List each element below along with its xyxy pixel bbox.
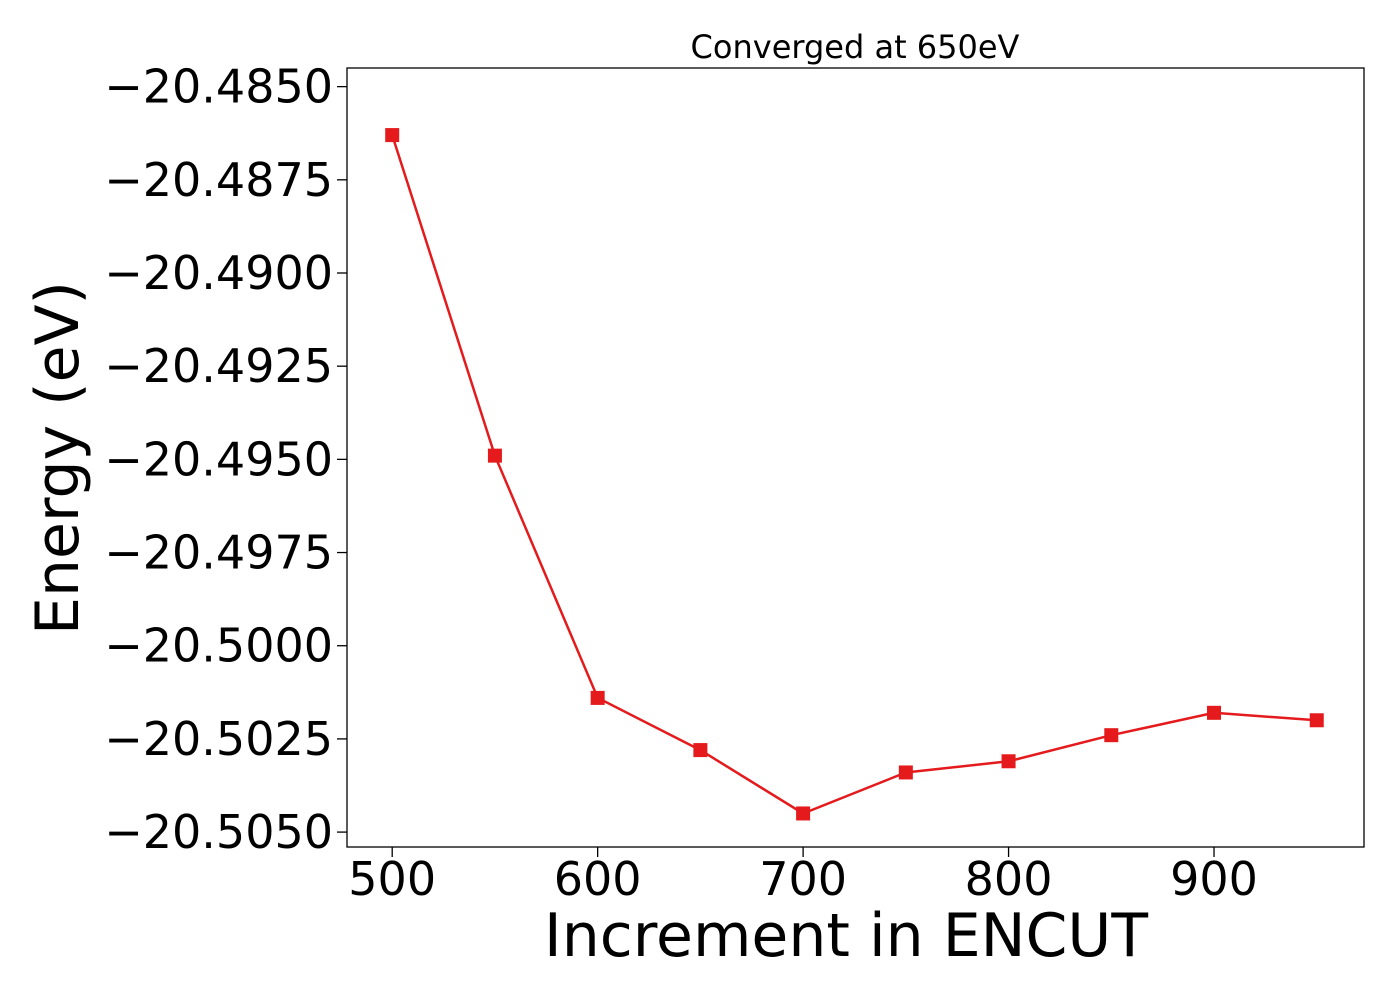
x-axis-ticks: 500 600 700 800 900 xyxy=(348,847,1258,906)
data-point-marker xyxy=(1104,728,1119,743)
y-tick-label: −20.5050 xyxy=(104,805,333,859)
y-tick-label: −20.4950 xyxy=(104,432,333,486)
x-tick-label: 700 xyxy=(759,852,847,906)
y-tick-label: −20.4975 xyxy=(104,526,333,580)
data-point-marker xyxy=(1207,705,1222,720)
chart-title: Converged at 650eV xyxy=(691,28,1020,66)
x-tick-label: 500 xyxy=(348,852,436,906)
y-tick-label: −20.4925 xyxy=(104,339,333,393)
y-tick-label: −20.4850 xyxy=(104,60,333,114)
data-point-marker xyxy=(590,690,605,705)
data-point-marker xyxy=(385,128,400,143)
series-markers xyxy=(385,128,1324,821)
y-axis-label: Energy (eV) xyxy=(23,281,93,635)
y-tick-label: −20.4875 xyxy=(104,153,333,207)
x-tick-label: 800 xyxy=(965,852,1053,906)
x-tick-label: 600 xyxy=(554,852,642,906)
data-point-marker xyxy=(898,765,913,780)
data-point-marker xyxy=(693,743,708,758)
y-tick-label: −20.5025 xyxy=(104,712,333,766)
x-tick-label: 900 xyxy=(1170,852,1258,906)
data-point-marker xyxy=(1309,713,1324,728)
data-point-marker xyxy=(487,448,502,463)
plot-frame xyxy=(346,67,1365,848)
y-axis-ticks: −20.4850 −20.4875 −20.4900 −20.4925 −20.4950… xyxy=(104,60,347,859)
y-tick-label: −20.5000 xyxy=(104,619,333,673)
data-point-marker xyxy=(1001,754,1016,769)
series-line xyxy=(391,134,1317,815)
x-axis-label: Increment in ENCUT xyxy=(544,901,1148,971)
data-point-marker xyxy=(796,806,811,821)
y-tick-label: −20.4900 xyxy=(104,246,333,300)
